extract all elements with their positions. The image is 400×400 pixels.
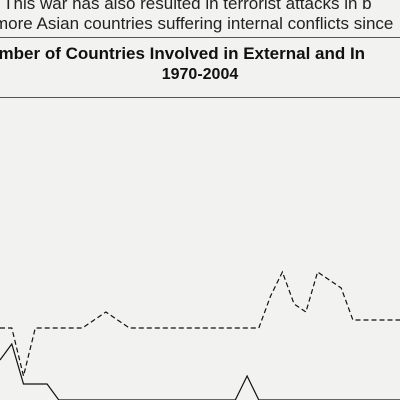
series-line-solid — [0, 344, 400, 400]
series-line-dashed — [0, 272, 400, 376]
line-chart — [0, 240, 400, 400]
body-text-line-1: . This war has also resulted in terroris… — [0, 0, 372, 14]
chart-title-rule-top — [0, 37, 400, 38]
chart-subtitle: 1970-2004 — [0, 66, 400, 84]
chart-title: al Number of Countries Involved in Exter… — [0, 44, 365, 64]
body-text-line-2: more Asian countries suffering internal … — [0, 14, 393, 34]
chart-title-rule-bottom — [0, 97, 400, 98]
